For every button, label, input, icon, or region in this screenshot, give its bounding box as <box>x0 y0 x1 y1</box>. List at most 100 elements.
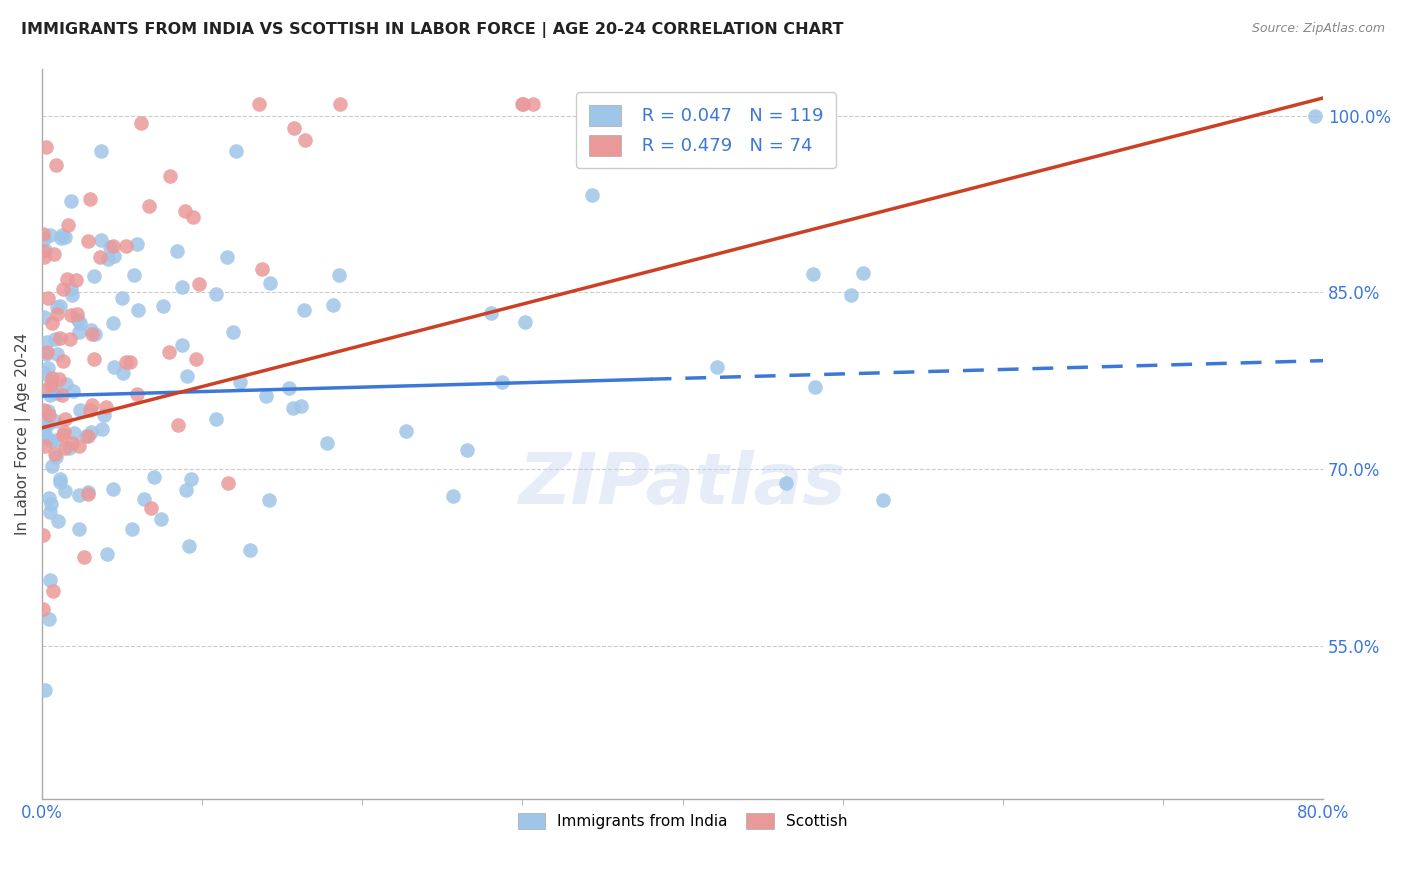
Point <box>39 374 62 388</box>
Point <box>512 96 534 111</box>
Point <box>62 426 84 441</box>
Point <box>247 96 270 111</box>
Point <box>179 539 201 553</box>
Point <box>60 287 83 301</box>
Point <box>775 475 797 490</box>
Point <box>58 441 80 455</box>
Point <box>41 459 63 474</box>
Point <box>45 386 67 401</box>
Point <box>51 388 73 402</box>
Point <box>143 469 166 483</box>
Point <box>60 435 83 450</box>
Point <box>115 355 138 369</box>
Point <box>34 682 56 697</box>
Point <box>37 334 59 349</box>
Point <box>1303 109 1326 123</box>
Point <box>44 414 66 428</box>
Point <box>52 282 75 296</box>
Point <box>35 347 58 361</box>
Point <box>127 303 149 318</box>
Point <box>217 250 239 264</box>
Point <box>176 369 198 384</box>
Point <box>252 262 274 277</box>
Point <box>322 298 344 312</box>
Point <box>69 316 91 330</box>
Point <box>167 417 190 432</box>
Point <box>744 96 766 111</box>
Point <box>60 194 83 209</box>
Point <box>157 345 180 359</box>
Point <box>150 512 173 526</box>
Point <box>101 483 124 497</box>
Point <box>801 267 824 281</box>
Point <box>292 302 315 317</box>
Point <box>513 315 536 329</box>
Point <box>138 199 160 213</box>
Point <box>42 247 65 261</box>
Point <box>35 139 58 153</box>
Point <box>32 232 55 246</box>
Point <box>174 483 197 497</box>
Point <box>77 428 100 442</box>
Point <box>174 204 197 219</box>
Point <box>46 307 69 321</box>
Point <box>96 547 118 561</box>
Point <box>852 266 875 280</box>
Point <box>66 307 89 321</box>
Point <box>122 268 145 282</box>
Point <box>45 450 67 464</box>
Point <box>90 144 112 158</box>
Point <box>170 338 193 352</box>
Point <box>651 96 673 111</box>
Point <box>32 250 55 264</box>
Point <box>90 422 112 436</box>
Point <box>38 228 60 243</box>
Point <box>83 326 105 341</box>
Point <box>491 375 513 389</box>
Point <box>41 316 63 330</box>
Y-axis label: In Labor Force | Age 20-24: In Labor Force | Age 20-24 <box>15 333 31 535</box>
Point <box>51 228 73 243</box>
Point <box>60 308 83 322</box>
Point <box>188 277 211 291</box>
Point <box>581 188 603 202</box>
Point <box>93 409 115 423</box>
Point <box>56 272 79 286</box>
Point <box>125 386 148 401</box>
Point <box>37 404 59 418</box>
Point <box>456 442 478 457</box>
Text: ZIPatlas: ZIPatlas <box>519 450 846 519</box>
Point <box>32 310 55 325</box>
Point <box>34 383 56 397</box>
Point <box>125 237 148 252</box>
Point <box>69 403 91 417</box>
Point <box>283 120 305 135</box>
Point <box>39 434 62 448</box>
Point <box>98 240 121 254</box>
Point <box>76 487 98 501</box>
Point <box>44 447 66 461</box>
Point <box>80 323 103 337</box>
Point <box>239 542 262 557</box>
Point <box>75 429 97 443</box>
Point <box>38 491 60 505</box>
Point <box>77 234 100 248</box>
Point <box>53 483 76 498</box>
Point <box>134 492 156 507</box>
Text: Source: ZipAtlas.com: Source: ZipAtlas.com <box>1251 22 1385 36</box>
Point <box>111 291 134 305</box>
Point <box>204 287 226 301</box>
Point <box>277 381 299 395</box>
Point <box>180 472 202 486</box>
Point <box>31 244 53 259</box>
Point <box>45 347 67 361</box>
Point <box>39 387 62 401</box>
Point <box>89 250 111 264</box>
Point <box>49 472 72 486</box>
Point <box>55 376 77 391</box>
Point <box>82 326 104 341</box>
Point <box>62 384 84 399</box>
Point <box>172 280 194 294</box>
Point <box>103 360 125 375</box>
Point <box>35 344 58 359</box>
